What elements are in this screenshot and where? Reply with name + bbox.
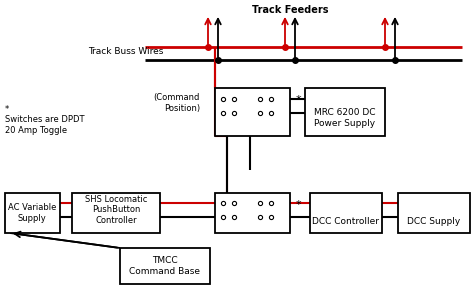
- Text: AC Variable
Supply: AC Variable Supply: [8, 203, 56, 223]
- Bar: [120, 248, 210, 284]
- Bar: [310, 193, 382, 233]
- Bar: [215, 193, 290, 233]
- Text: TMCC
Command Base: TMCC Command Base: [129, 256, 201, 276]
- Bar: [398, 193, 470, 233]
- Text: Track Feeders: Track Feeders: [252, 5, 328, 15]
- Bar: [305, 88, 385, 136]
- Text: *
Switches are DPDT
20 Amp Toggle: * Switches are DPDT 20 Amp Toggle: [5, 105, 84, 135]
- Bar: [5, 193, 60, 233]
- Bar: [215, 88, 290, 136]
- Text: Track Buss Wires: Track Buss Wires: [88, 48, 164, 56]
- Text: *: *: [295, 200, 301, 210]
- Text: MRC 6200 DC
Power Supply: MRC 6200 DC Power Supply: [314, 108, 376, 128]
- Text: *: *: [295, 95, 301, 105]
- Text: DCC Supply: DCC Supply: [407, 217, 461, 226]
- Text: (Command
Position): (Command Position): [154, 93, 200, 113]
- Text: SHS Locomatic
PushButton
Controller: SHS Locomatic PushButton Controller: [85, 195, 147, 225]
- Text: DCC Controller: DCC Controller: [312, 217, 380, 226]
- Bar: [72, 193, 160, 233]
